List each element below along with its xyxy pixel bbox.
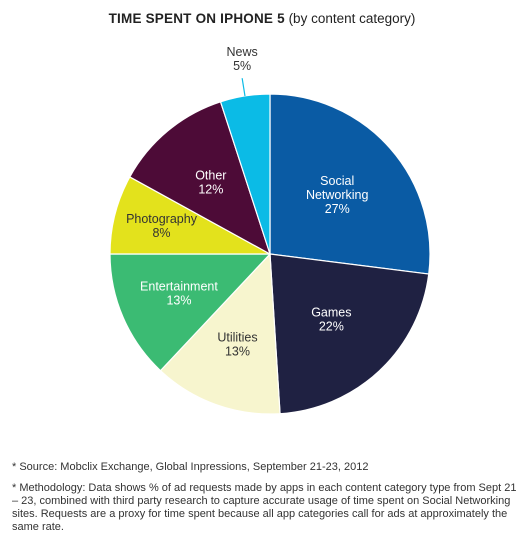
slice-value-label-photography: 8% bbox=[152, 226, 170, 240]
slice-value-label-utilities: 13% bbox=[225, 344, 250, 358]
footnote-source: * Source: Mobclix Exchange, Global Inpre… bbox=[12, 461, 369, 473]
footnote-methodology: * Methodology: Data shows % of ad reques… bbox=[12, 482, 517, 533]
pie-slice-social-networking bbox=[269, 93, 431, 275]
leader-line-news bbox=[241, 78, 246, 97]
pie-slice-other bbox=[128, 101, 272, 256]
slice-label-news: News bbox=[227, 45, 258, 59]
slice-label-games: Games bbox=[311, 305, 351, 319]
chart-subtitle: (by content category) bbox=[288, 11, 416, 26]
pie-slice-news bbox=[219, 93, 271, 255]
slice-value-label-social-networking: 27% bbox=[325, 202, 350, 216]
slice-label-utilities: Utilities bbox=[217, 330, 257, 344]
chart-title: TIME SPENT ON IPHONE 5 bbox=[108, 11, 285, 26]
slice-value-label-entertainment: 13% bbox=[166, 293, 191, 307]
slice-label-photography: Photography bbox=[126, 212, 198, 226]
slice-value-label-other: 12% bbox=[198, 183, 223, 197]
slice-label-social-networking: Networking bbox=[306, 188, 369, 202]
pie-slice-games bbox=[269, 253, 430, 415]
pie-slice-utilities bbox=[159, 252, 281, 415]
slice-value-label-games: 22% bbox=[319, 319, 344, 333]
pie-chart: SocialNetworking27%Games22%Utilities13%E… bbox=[109, 45, 431, 415]
pie-slice-entertainment bbox=[109, 253, 272, 372]
slice-value-label-news: 5% bbox=[233, 59, 251, 73]
slice-label-entertainment: Entertainment bbox=[140, 279, 218, 293]
slice-label-social-networking: Social bbox=[320, 174, 354, 188]
slice-label-other: Other bbox=[195, 169, 226, 183]
chart-title-row: TIME SPENT ON IPHONE 5 (by content categ… bbox=[0, 11, 524, 26]
